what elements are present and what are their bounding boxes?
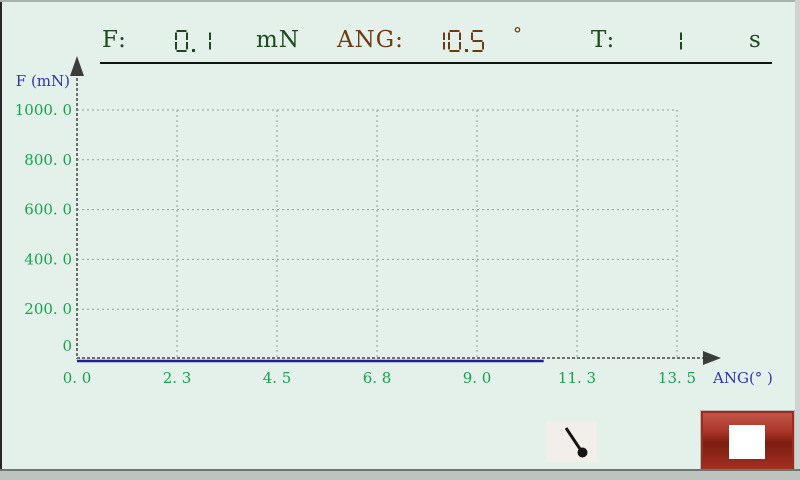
force-value-display [175,30,212,52]
force-label: F: [102,27,127,53]
x-tick-label: 4. 5 [263,369,292,387]
y-tick-label: 200. 0 [24,300,72,318]
header-separator-line [100,62,772,64]
time-unit: s [749,27,762,53]
screen-bezel-right [795,0,800,480]
force-unit: mN [256,27,300,53]
screen-bezel-top [0,0,800,2]
y-axis-arrow [70,56,84,76]
y-tick-label: 400. 0 [24,250,72,268]
x-tick-label: 0. 0 [63,369,92,387]
stop-square-icon [729,425,765,459]
time-label: T: [591,27,616,53]
x-tick-label: 11. 3 [558,369,596,387]
x-tick-label: 13. 5 [658,369,696,387]
y-tick-label: 1000. 0 [15,101,72,119]
stop-button[interactable] [700,410,795,473]
x-tick-label: 6. 8 [363,369,392,387]
screen-bezel-bottom [0,469,800,480]
pendulum-needle-icon [564,427,588,458]
y-tick-label: 0 [62,337,72,355]
x-axis-arrow [703,351,721,365]
needle-mode-button[interactable] [546,421,597,462]
time-value-display [669,30,683,52]
y-tick-label: 800. 0 [24,151,72,169]
y-axis-title: F (mN) [16,72,70,90]
y-tick-label: 600. 0 [24,201,72,219]
x-axis-title: ANG(° ) [712,369,773,387]
x-tick-label: 9. 0 [463,369,492,387]
screen-bezel-left [0,0,2,480]
angle-value-display [432,30,485,52]
angle-label: ANG: [337,27,404,53]
angle-unit: ° [513,24,523,45]
x-tick-label: 2. 3 [163,369,192,387]
